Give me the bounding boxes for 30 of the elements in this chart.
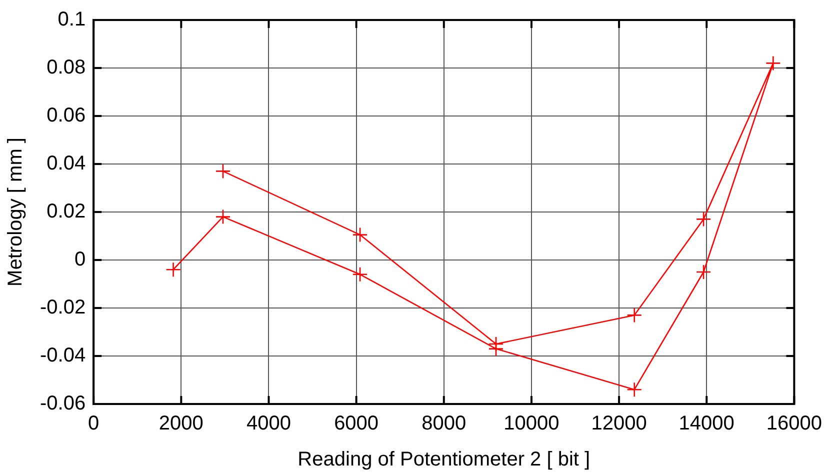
x-tick-label: 8000 xyxy=(422,412,466,435)
x-tick-label: 2000 xyxy=(158,412,204,435)
x-axis-title: Reading of Potentiometer 2 [ bit ] xyxy=(298,448,590,471)
point xyxy=(766,56,781,71)
point xyxy=(696,264,712,280)
point xyxy=(215,209,231,224)
point xyxy=(352,227,368,242)
y-tick-label: 0.04 xyxy=(46,152,86,175)
x-tick-label: 4000 xyxy=(246,412,291,435)
x-tick-label: 16000 xyxy=(766,412,822,435)
y-tick-label: 0.1 xyxy=(58,8,86,31)
x-tick-label: 10000 xyxy=(504,412,560,435)
point xyxy=(352,266,368,282)
x-tick-label: 12000 xyxy=(591,412,647,435)
y-tick-label: 0 xyxy=(74,248,86,271)
point xyxy=(166,262,181,278)
point xyxy=(626,382,642,398)
point xyxy=(488,336,504,352)
y-tick-label: -0.06 xyxy=(40,392,86,415)
x-tick-label: 14000 xyxy=(678,412,734,435)
y-axis-title: Metrology [ mm ] xyxy=(4,138,27,286)
x-tick-label: 6000 xyxy=(334,412,379,435)
y-tick-label: 0.06 xyxy=(46,104,86,127)
y-tick-label: -0.02 xyxy=(40,296,86,319)
point xyxy=(215,164,231,179)
y-tick-label: -0.04 xyxy=(40,344,86,367)
point xyxy=(696,212,712,227)
y-tick-label: 0.08 xyxy=(46,56,86,79)
point xyxy=(626,308,642,323)
y-tick-label: 0.02 xyxy=(46,200,86,223)
